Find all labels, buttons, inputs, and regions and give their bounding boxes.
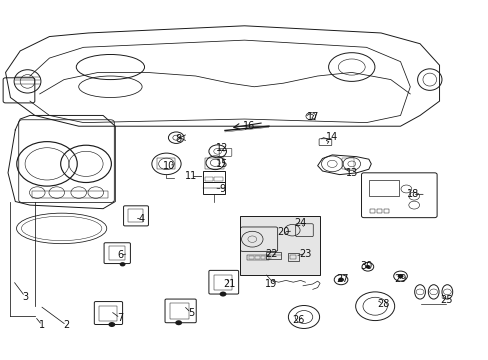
- Bar: [261, 256, 265, 259]
- Bar: [99, 306, 117, 321]
- Circle shape: [175, 320, 182, 325]
- Bar: [341, 158, 353, 169]
- Text: 2: 2: [63, 320, 69, 330]
- Bar: [214, 177, 223, 181]
- Bar: [255, 256, 259, 259]
- Text: 7: 7: [117, 313, 123, 323]
- Bar: [204, 177, 213, 181]
- Text: 24: 24: [294, 218, 306, 228]
- Text: 19: 19: [264, 279, 277, 289]
- Text: 17: 17: [306, 112, 318, 122]
- Text: 18: 18: [406, 189, 418, 199]
- Bar: [247, 255, 269, 260]
- Text: 16: 16: [243, 121, 255, 131]
- Bar: [169, 303, 189, 319]
- Bar: [266, 256, 270, 259]
- Text: 21: 21: [223, 279, 236, 289]
- Text: 23: 23: [299, 248, 311, 258]
- Text: 28: 28: [377, 299, 389, 309]
- Bar: [376, 210, 381, 213]
- Bar: [109, 246, 124, 260]
- Text: 30: 30: [360, 261, 372, 271]
- Circle shape: [365, 265, 369, 269]
- Text: 8: 8: [175, 134, 182, 144]
- Bar: [368, 180, 398, 196]
- Text: 27: 27: [335, 274, 347, 284]
- Bar: [266, 252, 281, 259]
- Text: 22: 22: [264, 248, 277, 258]
- Text: 12: 12: [216, 143, 228, 153]
- Bar: [157, 158, 175, 169]
- Bar: [203, 171, 224, 182]
- Circle shape: [120, 262, 125, 266]
- Text: 13: 13: [345, 168, 357, 178]
- Text: 10: 10: [163, 161, 175, 171]
- Bar: [288, 253, 299, 261]
- Bar: [290, 255, 296, 259]
- Circle shape: [337, 278, 343, 282]
- Bar: [249, 256, 253, 259]
- Text: 11: 11: [184, 171, 197, 181]
- Bar: [128, 210, 143, 222]
- Bar: [239, 216, 320, 275]
- Bar: [213, 275, 232, 291]
- Bar: [205, 158, 224, 168]
- Text: 26: 26: [291, 315, 304, 325]
- Bar: [203, 182, 224, 194]
- Bar: [369, 210, 374, 213]
- Text: 3: 3: [22, 292, 28, 302]
- Text: 15: 15: [216, 159, 228, 169]
- Text: 5: 5: [187, 308, 194, 318]
- Text: 20: 20: [277, 227, 289, 237]
- Text: 25: 25: [440, 295, 452, 305]
- Bar: [32, 192, 108, 198]
- Text: 9: 9: [219, 184, 225, 194]
- Text: 29: 29: [393, 274, 406, 284]
- Circle shape: [397, 274, 403, 278]
- Text: 14: 14: [325, 132, 338, 142]
- Circle shape: [108, 322, 115, 327]
- Text: 6: 6: [117, 250, 123, 260]
- Circle shape: [219, 292, 226, 297]
- Bar: [383, 210, 388, 213]
- Text: 4: 4: [139, 215, 145, 224]
- Text: 1: 1: [39, 320, 45, 330]
